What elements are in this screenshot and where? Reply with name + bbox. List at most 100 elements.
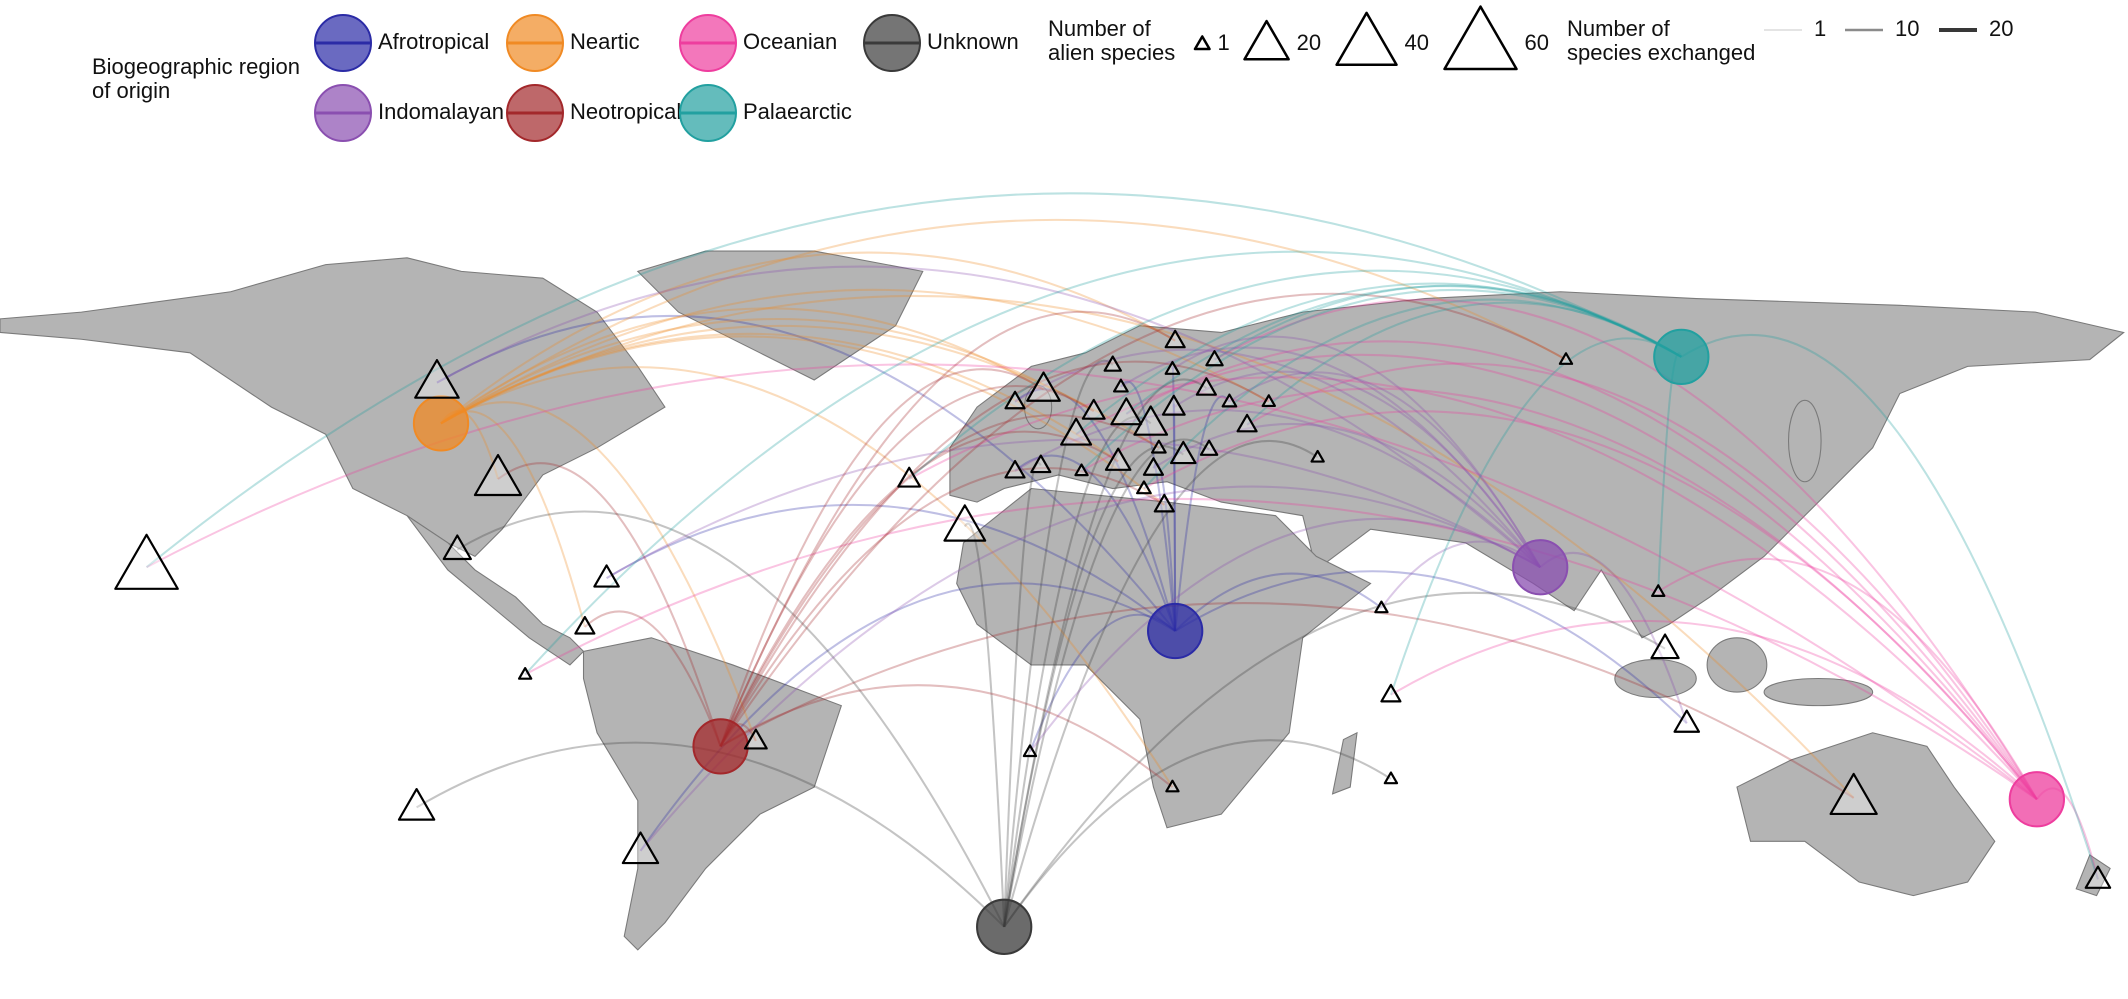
exchange-arc [606, 503, 1176, 632]
legend-label: 20 [1989, 16, 2013, 41]
triangle [621, 831, 660, 865]
triangle [397, 787, 436, 821]
exchange-arc [1214, 298, 2038, 800]
triangle [1026, 371, 1061, 402]
greenland [636, 250, 924, 381]
exchange-arc [1120, 346, 1542, 568]
legend-title: Number of [1048, 16, 1152, 41]
exchange-arc [1120, 380, 1177, 632]
exchange-arc [1171, 335, 1542, 568]
exchange-arc [719, 414, 1160, 747]
exchange-arc [1143, 410, 2038, 800]
triangle [1374, 600, 1389, 614]
triangle [2084, 865, 2112, 889]
exchange-arc [1003, 359, 1114, 927]
exchange-arc [1014, 409, 1541, 568]
exchange-arc [720, 684, 1174, 788]
exchange-arc [1014, 388, 1177, 632]
exchange-arc [1657, 557, 2038, 800]
triangle [1151, 439, 1167, 454]
legend-triangle [1443, 5, 1518, 71]
triangle [1829, 772, 1878, 815]
exchange-arc [456, 510, 1006, 928]
exchange-arc [440, 317, 1095, 425]
exchange-arc [1014, 454, 1177, 632]
triangle [897, 466, 922, 488]
triangle [1136, 480, 1152, 495]
legend-label: Palaearctic [743, 99, 852, 124]
exchange-arc [1003, 739, 1392, 928]
exchange-arc [1014, 348, 1541, 568]
triangle [1022, 744, 1038, 758]
legend-label: Neotropical [570, 99, 681, 124]
legend-triangle [1193, 35, 1211, 51]
exchange-arc [524, 250, 1682, 676]
triangle [1074, 463, 1089, 477]
new-guinea [1763, 677, 1874, 707]
south-america [582, 637, 843, 951]
borneo [1706, 637, 1768, 693]
triangles [114, 329, 2112, 889]
triangle [442, 534, 472, 561]
exchange-arc [497, 462, 722, 747]
triangle [743, 728, 768, 750]
triangle [114, 533, 179, 590]
triangle [1170, 440, 1197, 465]
triangle [943, 504, 987, 542]
legend-label: Indomalayan [378, 99, 504, 124]
triangle [1310, 449, 1325, 463]
exchange-arc [908, 376, 2038, 800]
sumatra [1614, 658, 1697, 699]
triangle [1165, 779, 1180, 793]
exchange-arc [440, 335, 1165, 506]
legend-title: of origin [92, 78, 170, 103]
region-hub [1653, 328, 1710, 386]
exchange-arc [1003, 439, 1319, 928]
triangle [1104, 447, 1132, 471]
legend-triangle [1243, 19, 1290, 61]
legend-label: 40 [1405, 30, 1429, 55]
exchange-arc [1143, 298, 1682, 490]
exchange-arc [719, 292, 1567, 747]
exchange-arc [584, 610, 722, 747]
legend-label: Oceanian [743, 29, 837, 54]
triangle [1380, 683, 1402, 703]
eurasia [949, 291, 2125, 639]
exchange-arc [524, 497, 2038, 801]
arcs [145, 192, 2099, 928]
japan [1787, 399, 1822, 483]
triangle [1261, 394, 1276, 407]
exchange-arc [436, 314, 1176, 632]
region-hub [1147, 602, 1204, 660]
exchange-arc [1172, 403, 1177, 632]
legend-title: Biogeographic region [92, 54, 300, 79]
exchange-arc [1174, 570, 1688, 725]
exchange-arc [1174, 395, 1231, 632]
triangle [1004, 459, 1026, 479]
exchange-arc [1173, 370, 1542, 568]
legend-triangle [1335, 11, 1398, 66]
exchange-arc [720, 602, 1855, 799]
exchange-arc [1152, 422, 1541, 568]
triangle [1060, 417, 1093, 446]
triangle [1164, 360, 1181, 375]
exchange-arc [1171, 365, 1177, 632]
exchange-arc [1003, 591, 1666, 928]
exchange-arc [1003, 438, 1210, 928]
hubs [412, 328, 2066, 955]
exchange-arc [1680, 333, 2099, 880]
exchange-arc [719, 368, 1045, 747]
triangle [1110, 397, 1143, 426]
exchange-arc [1075, 353, 2038, 800]
triangle [1133, 405, 1169, 436]
exchange-arc [1174, 572, 1383, 632]
exchange-arc [719, 310, 1176, 747]
legend-label: 1 [1814, 16, 1826, 41]
exchange-arc [639, 485, 1541, 852]
triangle [1142, 457, 1165, 476]
triangle [1113, 378, 1129, 393]
legend-label: 60 [1525, 30, 1549, 55]
region-hub [692, 718, 749, 775]
exchange-arc [1029, 517, 1541, 753]
